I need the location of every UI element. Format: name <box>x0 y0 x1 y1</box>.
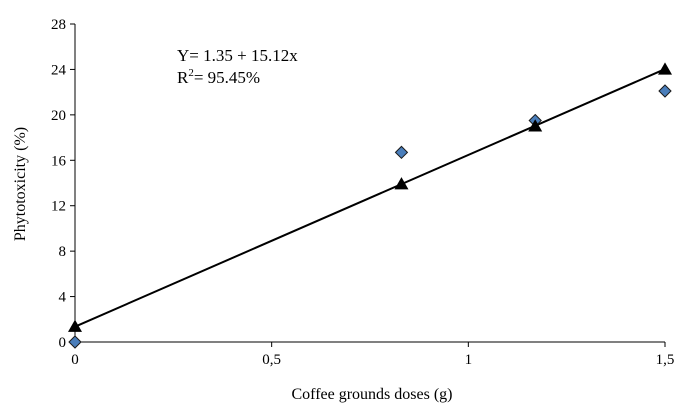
regression-equation: Y= 1.35 + 15.12x <box>177 46 298 65</box>
diamond-point <box>68 335 82 349</box>
x-tick-label: 0,5 <box>262 352 281 368</box>
y-tick-label: 0 <box>59 335 67 351</box>
y-tick-label: 12 <box>51 199 66 215</box>
diamond-point <box>394 145 409 160</box>
r-squared-annotation: R2= 95.45% <box>177 67 260 87</box>
regression-line <box>74 68 666 328</box>
r-squared-superscript: 2 <box>188 67 194 79</box>
y-tick-label: 20 <box>51 108 66 124</box>
x-tick-labels: 0 0,5 1 1,5 <box>71 352 674 368</box>
y-axis-title: Phytotoxicity (%) <box>12 127 29 241</box>
x-tick-label: 0 <box>71 352 79 368</box>
r-squared-value: = 95.45% <box>194 68 260 87</box>
diamond-point <box>658 84 672 98</box>
triangle-point <box>394 177 409 190</box>
y-tick-label: 4 <box>59 290 67 306</box>
y-tick-labels: 0 4 8 12 16 20 24 28 <box>51 17 67 351</box>
triangle-point <box>658 62 672 75</box>
x-tick-label: 1,5 <box>656 352 675 368</box>
x-axis-title: Coffee grounds doses (g) <box>291 386 452 403</box>
tick-marks <box>70 23 666 347</box>
y-tick-label: 16 <box>51 153 67 169</box>
r-squared-prefix: R <box>177 68 189 87</box>
y-tick-label: 8 <box>59 244 67 260</box>
fit-line-group <box>74 68 666 328</box>
x-tick-label: 1 <box>465 352 473 368</box>
y-tick-label: 24 <box>51 62 67 78</box>
data-points <box>68 62 672 349</box>
y-tick-label: 28 <box>51 17 66 33</box>
triangle-point <box>68 319 82 332</box>
triangle-point <box>528 119 543 132</box>
axes <box>74 24 665 343</box>
